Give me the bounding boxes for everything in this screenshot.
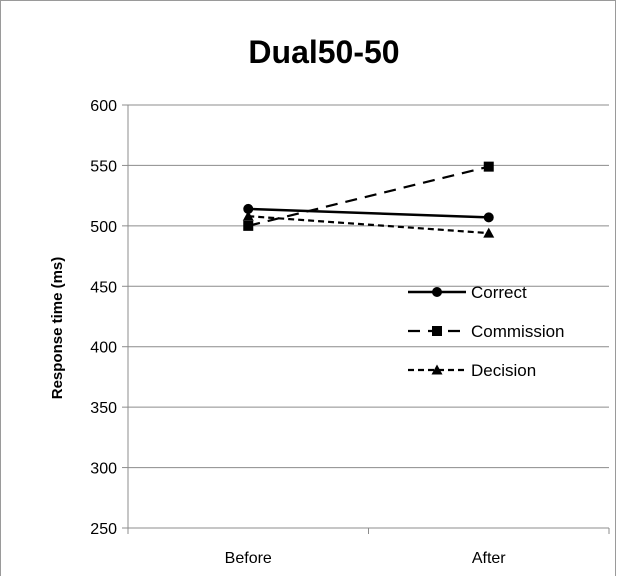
gridlines (128, 104, 609, 469)
legend-label: Decision (471, 361, 536, 380)
legend-label: Commission (471, 322, 565, 341)
legend-item-commission: Commission (408, 322, 565, 341)
y-tick-label: 500 (90, 219, 117, 236)
data-point (243, 203, 254, 214)
y-tick-label: 350 (90, 400, 117, 417)
legend-label: Correct (471, 283, 527, 302)
legend-item-correct: Correct (408, 283, 527, 302)
series-decision (242, 210, 495, 238)
data-point (483, 161, 494, 172)
series-line (247, 165, 490, 227)
series-line (248, 207, 489, 219)
x-tick-label: Before (225, 550, 272, 567)
x-tick-label: After (472, 550, 506, 567)
series-line (248, 215, 489, 235)
y-axis-label: Response time (ms) (49, 257, 66, 400)
legend-marker (431, 364, 443, 375)
legend-marker (432, 287, 442, 297)
legend-marker (432, 326, 442, 336)
y-tick-label: 600 (90, 98, 117, 115)
data-point (242, 210, 254, 221)
series-correct (243, 203, 494, 223)
y-tick-label: 400 (90, 340, 117, 357)
chart-title: Dual50-50 (248, 34, 399, 70)
series-lines (242, 161, 495, 238)
data-point (243, 220, 254, 231)
data-point (483, 212, 494, 223)
y-tick-label: 550 (90, 158, 117, 175)
series-commission (243, 161, 494, 231)
y-tick-label: 250 (90, 521, 117, 538)
axes: 250 300 350 400 450 500 550 600 Before After (90, 98, 610, 567)
data-point (483, 227, 495, 238)
legend: Correct Commission Decision (408, 283, 565, 380)
y-tick-label: 300 (90, 461, 117, 478)
y-tick-label: 450 (90, 279, 117, 296)
legend-item-decision: Decision (408, 361, 536, 380)
